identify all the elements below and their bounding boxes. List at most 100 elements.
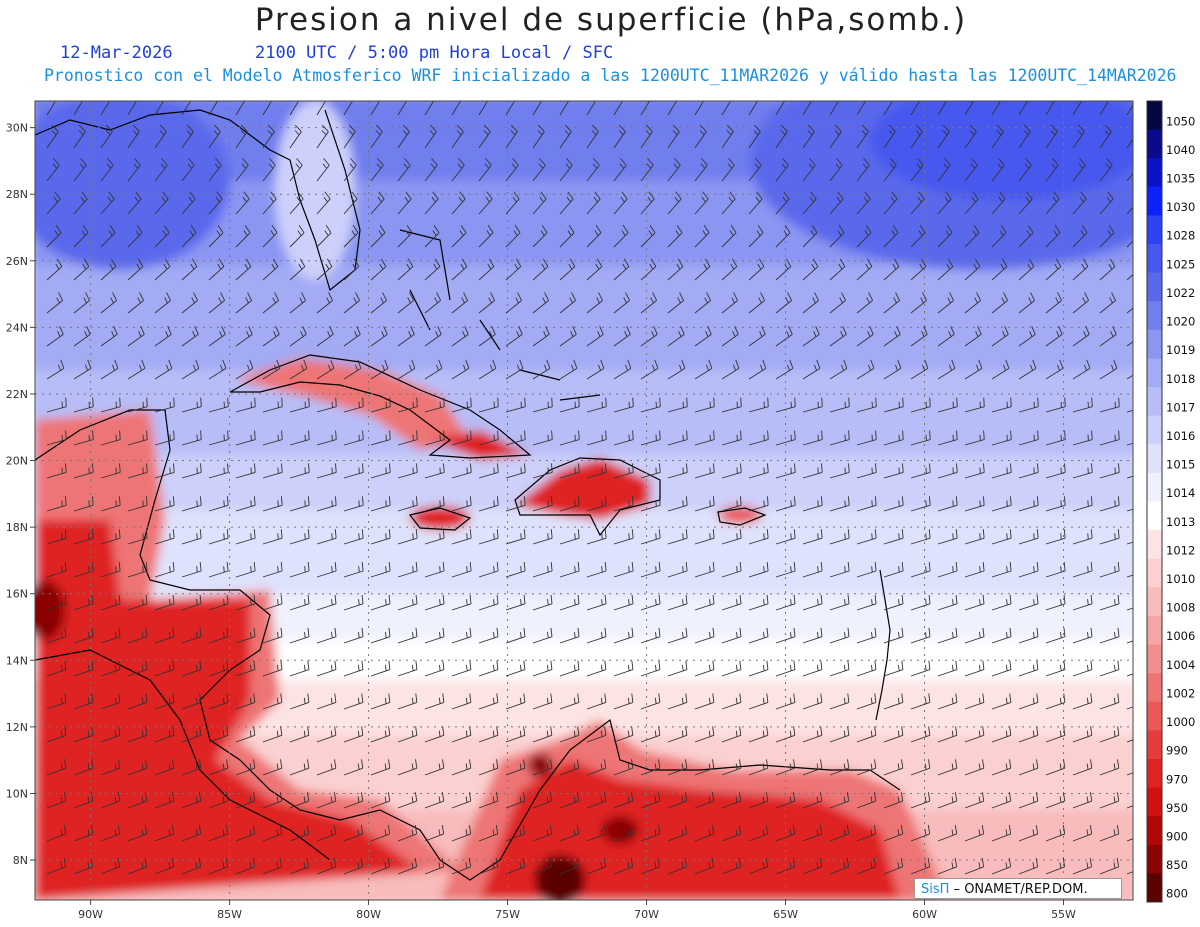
wind-barb xyxy=(262,562,283,578)
wind-barb xyxy=(586,101,597,116)
wind-barb xyxy=(559,529,580,545)
wind-barb xyxy=(667,857,688,875)
wind-barb xyxy=(46,759,67,776)
wind-barb xyxy=(154,726,175,743)
wind-barb xyxy=(370,225,386,248)
wind-barb xyxy=(802,101,813,116)
wind-barb xyxy=(208,562,229,578)
wind-barb xyxy=(532,325,550,347)
wind-barb xyxy=(829,496,850,512)
wind-barb xyxy=(46,397,67,413)
wind-barb xyxy=(397,359,416,380)
wind-barb xyxy=(964,496,985,512)
wind-barb xyxy=(505,463,526,479)
wind-barb xyxy=(451,759,472,776)
wind-barb xyxy=(127,158,141,182)
wind-barb xyxy=(856,124,869,149)
wind-barb xyxy=(829,627,850,644)
wind-barb xyxy=(343,496,364,512)
wind-barb xyxy=(586,529,607,545)
wind-barb xyxy=(856,430,877,446)
wind-barb xyxy=(694,594,715,611)
wind-barb xyxy=(991,496,1012,512)
wind-barb xyxy=(775,292,792,314)
wind-barb xyxy=(262,101,273,116)
wind-barb xyxy=(586,430,607,446)
wind-barb xyxy=(1072,496,1093,512)
wind-barb xyxy=(748,824,769,842)
wind-barb xyxy=(235,627,256,644)
wind-barb xyxy=(586,258,603,281)
wind-barb xyxy=(343,562,364,578)
wind-barb xyxy=(667,258,684,281)
credit-box: SisΠ – ONAMET/REP.DOM. xyxy=(914,878,1122,899)
colorbar-label-1000: 1000 xyxy=(1166,715,1195,729)
wind-barb xyxy=(1072,258,1089,281)
axis-ticks: 90W 85W 80W 75W 70W 65W 60W 55W 8N 10N 12N 14N 16N 18… xyxy=(6,122,1076,921)
wind-barb xyxy=(532,359,551,380)
tick-label-lat-4: 16N xyxy=(6,588,28,601)
wind-barb xyxy=(343,359,362,380)
wind-barb xyxy=(208,726,229,743)
wind-barb xyxy=(262,191,277,215)
wind-barb xyxy=(181,124,194,149)
date-label: 12-Mar-2026 xyxy=(60,43,173,63)
wind-barb xyxy=(1045,292,1062,314)
wind-barb xyxy=(1018,792,1039,809)
wind-barb xyxy=(370,627,391,644)
wind-barb xyxy=(424,359,443,380)
wind-barb xyxy=(181,529,202,545)
wind-barb xyxy=(991,191,1006,215)
wind-barb xyxy=(559,660,580,677)
wind-barb xyxy=(640,562,661,578)
wind-barb xyxy=(991,292,1008,314)
wind-barb xyxy=(397,726,418,743)
wind-barb xyxy=(1072,325,1090,347)
wind-barb xyxy=(181,759,202,776)
tick-label-lat-2: 12N xyxy=(6,721,28,734)
colorbar-label-1050: 1050 xyxy=(1166,114,1195,128)
wind-barb xyxy=(370,529,391,545)
wind-barb xyxy=(235,594,256,611)
wind-barb xyxy=(1126,341,1133,347)
wind-barb xyxy=(397,824,418,842)
wind-barb xyxy=(451,292,468,314)
wind-barb xyxy=(1072,463,1093,479)
wind-barb xyxy=(343,726,364,743)
wind-barb xyxy=(424,562,445,578)
wind-barb xyxy=(208,158,222,182)
wind-barb xyxy=(73,824,94,842)
wind-barb xyxy=(856,562,877,578)
wind-barb xyxy=(316,660,337,677)
wind-barb xyxy=(802,397,823,413)
wind-barb xyxy=(829,857,850,875)
wind-barb xyxy=(1045,759,1066,776)
wind-barb xyxy=(721,463,742,479)
wind-barb xyxy=(208,101,219,116)
wind-barb xyxy=(208,660,229,677)
wind-barb xyxy=(694,562,715,578)
wind-barb xyxy=(910,292,927,314)
wind-barb xyxy=(991,594,1012,611)
wind-barb xyxy=(1045,463,1066,479)
wind-barb xyxy=(775,124,788,149)
wind-barb xyxy=(343,857,364,875)
wind-barb xyxy=(262,759,283,776)
wind-barb xyxy=(73,562,94,578)
wind-barb xyxy=(46,562,67,578)
wind-barb xyxy=(154,627,175,644)
wind-barb xyxy=(613,693,634,710)
wind-barb xyxy=(154,759,175,776)
colorbar-swatch-900 xyxy=(1147,816,1162,846)
wind-barb xyxy=(424,824,445,842)
wind-barb xyxy=(397,292,414,314)
wind-barb xyxy=(397,857,418,875)
wind-barb xyxy=(316,726,337,743)
wind-barb xyxy=(721,562,742,578)
wind-barb xyxy=(694,857,715,875)
wind-barb xyxy=(1126,640,1133,644)
wind-barb xyxy=(181,857,202,875)
wind-barb xyxy=(370,258,387,281)
wind-barb xyxy=(100,792,121,809)
wind-barb xyxy=(316,124,329,149)
